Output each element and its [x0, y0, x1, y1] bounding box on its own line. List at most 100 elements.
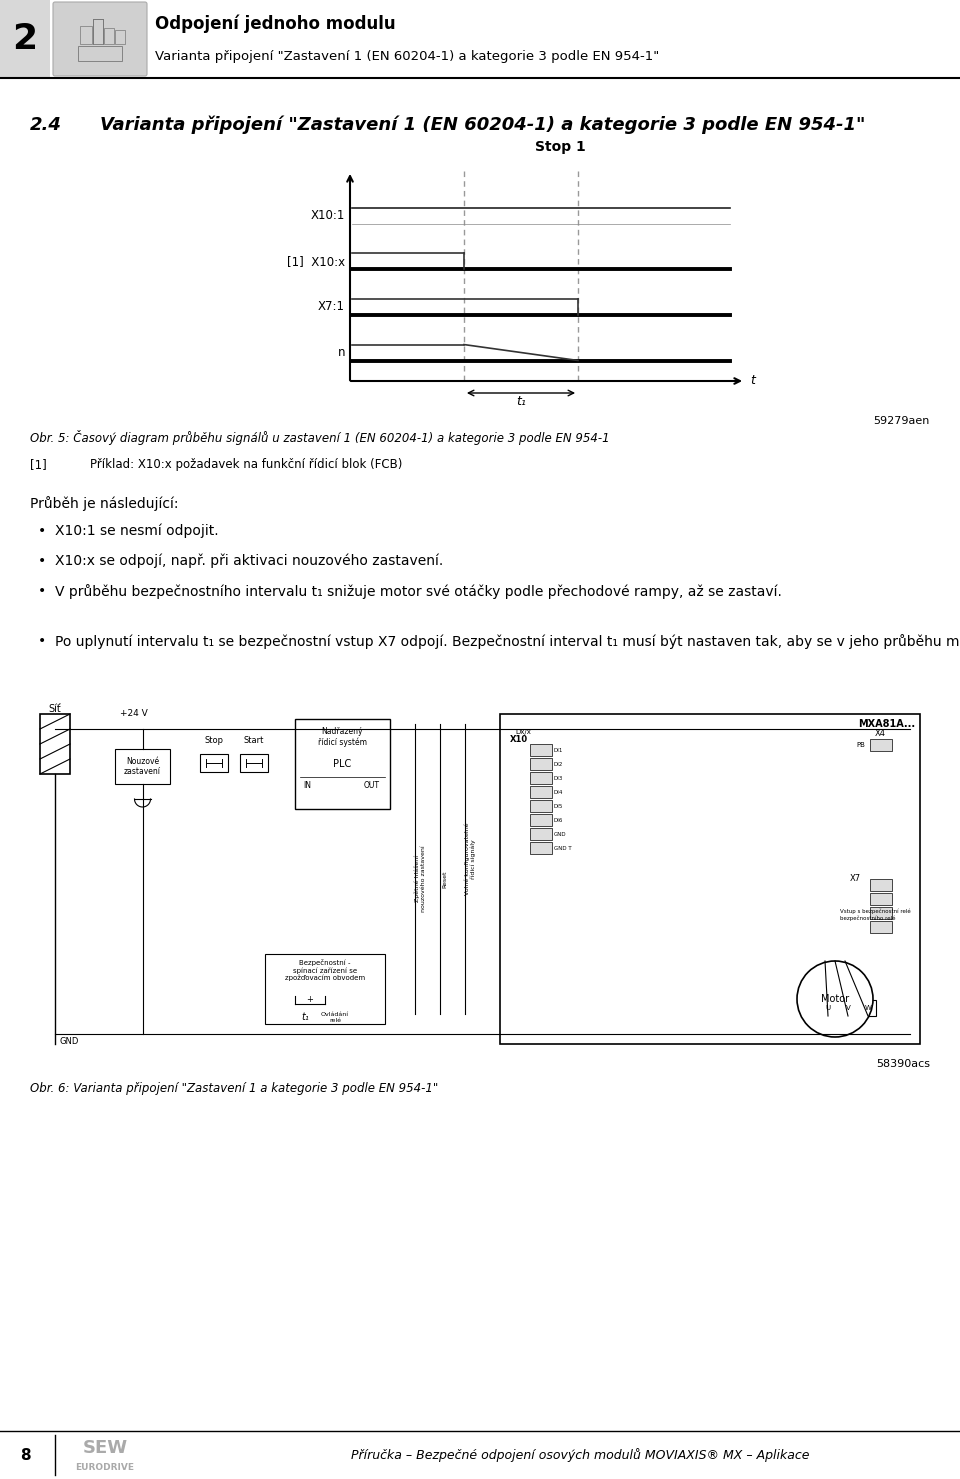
- Text: IN: IN: [303, 781, 311, 790]
- Text: DI4: DI4: [554, 790, 564, 794]
- Text: X4: X4: [875, 729, 886, 738]
- Bar: [530, 759, 552, 771]
- Bar: [530, 828, 552, 840]
- Text: •: •: [38, 634, 46, 648]
- Bar: [93, 19, 103, 44]
- Text: 2.4: 2.4: [30, 115, 61, 135]
- Text: Vstup s bezpečnostní relé
bezpečnostního relé: Vstup s bezpečnostní relé bezpečnostního…: [840, 910, 911, 921]
- Bar: [115, 748, 170, 784]
- Text: 58390acs: 58390acs: [876, 1059, 930, 1069]
- Text: Obr. 5: Časový diagram průběhu signálů u zastavení 1 (EN 60204-1) a kategorie 3 : Obr. 5: Časový diagram průběhu signálů u…: [30, 430, 610, 445]
- Text: V: V: [846, 1006, 851, 1012]
- Text: Ovládání
relé: Ovládání relé: [321, 1012, 349, 1023]
- Circle shape: [797, 961, 873, 1037]
- Bar: [530, 744, 552, 756]
- Bar: [104, 28, 114, 44]
- Text: DI1: DI1: [554, 747, 564, 753]
- Bar: [530, 813, 552, 825]
- Text: Reset: Reset: [443, 870, 447, 887]
- Text: GND: GND: [554, 831, 566, 837]
- Text: +: +: [306, 995, 313, 1004]
- Text: Start: Start: [244, 737, 264, 745]
- Text: Volné konfigurovatelné
řídicí signály: Volné konfigurovatelné řídicí signály: [464, 822, 476, 895]
- Bar: [115, 30, 125, 44]
- Text: MXA81A...: MXA81A...: [858, 719, 915, 729]
- Text: 59279aen: 59279aen: [874, 416, 930, 426]
- Bar: [870, 879, 892, 890]
- Text: •: •: [38, 524, 46, 538]
- Text: DI3: DI3: [554, 775, 564, 781]
- Text: Průběh je následující:: Průběh je následující:: [30, 495, 179, 510]
- Text: Odpojení jednoho modulu: Odpojení jednoho modulu: [155, 15, 396, 33]
- Text: Varianta připojení "Zastavení 1 (EN 60204-1) a kategorie 3 podle EN 954-1": Varianta připojení "Zastavení 1 (EN 6020…: [100, 115, 865, 135]
- Text: Příklad: X10:x požadavek na funkční řídicí blok (FCB): Příklad: X10:x požadavek na funkční řídi…: [90, 458, 402, 470]
- Bar: [265, 954, 385, 1023]
- Text: Zpětné hlášení
nouzového zastavení: Zpětné hlášení nouzového zastavení: [415, 846, 425, 913]
- Text: +24 V: +24 V: [120, 708, 148, 717]
- Text: DI2: DI2: [554, 762, 564, 766]
- Bar: [78, 46, 122, 61]
- Text: V průběhu bezpečnostního intervalu t₁ snižuje motor své otáčky podle přechodové : V průběhu bezpečnostního intervalu t₁ sn…: [55, 584, 781, 599]
- Text: PB: PB: [856, 742, 865, 748]
- Text: •: •: [38, 584, 46, 598]
- Bar: [870, 740, 892, 751]
- Bar: [860, 1000, 876, 1016]
- Text: Motor: Motor: [821, 994, 849, 1004]
- Text: t₁: t₁: [516, 395, 526, 408]
- Bar: [530, 800, 552, 812]
- Bar: [820, 1000, 836, 1016]
- Text: [1]  X10:x: [1] X10:x: [287, 254, 345, 268]
- Text: Stop 1: Stop 1: [535, 141, 586, 154]
- Text: U: U: [826, 1006, 830, 1012]
- Bar: [870, 893, 892, 905]
- Bar: [530, 842, 552, 853]
- Text: X10:x se odpojí, např. při aktivaci nouzového zastavení.: X10:x se odpojí, např. při aktivaci nouz…: [55, 555, 444, 568]
- Text: X7:1: X7:1: [318, 300, 345, 314]
- Bar: [870, 921, 892, 933]
- Text: DI5: DI5: [554, 803, 564, 809]
- Text: t₁: t₁: [301, 1012, 309, 1022]
- FancyBboxPatch shape: [53, 1, 147, 75]
- Bar: [840, 1000, 856, 1016]
- Text: 8: 8: [20, 1448, 31, 1463]
- Text: Varianta připojení "Zastavení 1 (EN 60204-1) a kategorie 3 podle EN 954-1": Varianta připojení "Zastavení 1 (EN 6020…: [155, 50, 660, 62]
- Text: Příručka – Bezpečné odpojení osových modulů MOVIAXIS® MX – Aplikace: Příručka – Bezpečné odpojení osových mod…: [350, 1448, 809, 1461]
- Bar: [200, 754, 228, 772]
- Bar: [530, 785, 552, 799]
- Text: X10:1 se nesmí odpojit.: X10:1 se nesmí odpojit.: [55, 524, 219, 538]
- Text: •: •: [38, 555, 46, 568]
- Text: W: W: [865, 1006, 872, 1012]
- Text: Nouzové
zastavení: Nouzové zastavení: [124, 757, 161, 776]
- Bar: [295, 719, 390, 809]
- Text: Obr. 6: Varianta připojení "Zastavení 1 a kategorie 3 podle EN 954-1": Obr. 6: Varianta připojení "Zastavení 1 …: [30, 1083, 439, 1094]
- Text: OUT: OUT: [364, 781, 380, 790]
- Bar: [80, 27, 92, 44]
- Text: Dx/x: Dx/x: [515, 729, 531, 735]
- Bar: [80, 33, 120, 61]
- Text: X10:1: X10:1: [311, 210, 345, 222]
- Text: DI6: DI6: [554, 818, 564, 822]
- Text: X10: X10: [510, 735, 528, 744]
- Text: SEW: SEW: [83, 1439, 128, 1457]
- Text: GND: GND: [60, 1037, 80, 1046]
- Text: X7: X7: [850, 874, 861, 883]
- Bar: [0, 0, 50, 78]
- Text: GND T: GND T: [554, 846, 571, 850]
- Bar: [500, 714, 920, 1044]
- Bar: [870, 907, 892, 918]
- Text: Bezpečnostní -
spínací zařízení se
zpožďovacím obvodem: Bezpečnostní - spínací zařízení se zpožď…: [285, 958, 365, 981]
- Text: [1]: [1]: [30, 458, 47, 470]
- Text: EURODRIVE: EURODRIVE: [76, 1463, 134, 1472]
- Text: Po uplynutí intervalu t₁ se bezpečnostní vstup X7 odpojí. Bezpečnostní interval : Po uplynutí intervalu t₁ se bezpečnostní…: [55, 634, 960, 649]
- Bar: [530, 772, 552, 784]
- Text: 2: 2: [12, 22, 37, 56]
- Text: t: t: [750, 374, 755, 387]
- Bar: [0, 0, 960, 78]
- Bar: [20, 694, 940, 1063]
- Text: Nadřazený
řídicí systém: Nadřazený řídicí systém: [318, 728, 367, 747]
- Text: Stop: Stop: [204, 737, 224, 745]
- Text: PLC: PLC: [333, 759, 351, 769]
- Bar: [240, 754, 268, 772]
- Bar: [40, 714, 70, 774]
- Text: Síť: Síť: [49, 704, 61, 714]
